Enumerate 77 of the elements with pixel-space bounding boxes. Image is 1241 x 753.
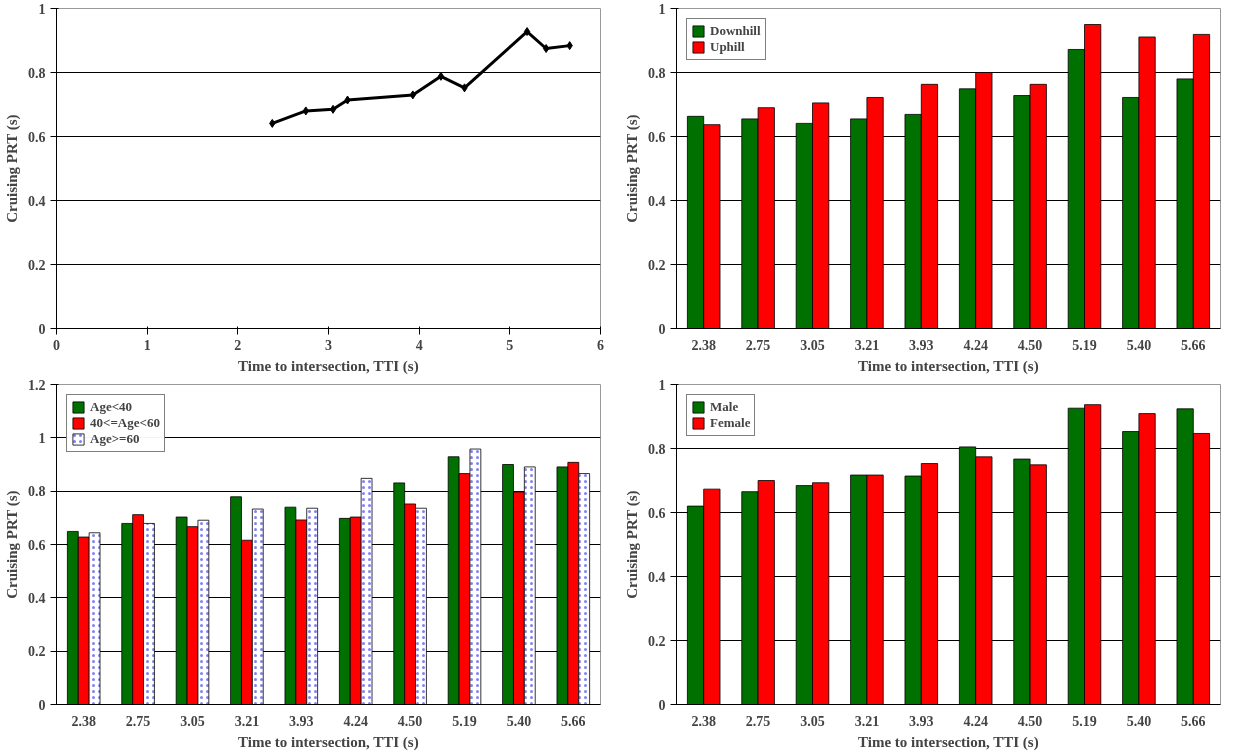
x-tick-label: 3.93 bbox=[289, 713, 314, 729]
legend-label: Downhill bbox=[710, 23, 761, 39]
y-tick-label: 1 bbox=[658, 1, 666, 17]
y-tick-label: 0.6 bbox=[28, 129, 46, 145]
y-tick-label: 0.2 bbox=[28, 644, 46, 660]
x-tick-label: 3.05 bbox=[180, 713, 205, 729]
x-tick-label: 4 bbox=[415, 337, 423, 353]
y-tick-label: 0 bbox=[38, 321, 46, 337]
y-tick-label: 0.2 bbox=[28, 257, 46, 273]
x-tick-label: 5.40 bbox=[1126, 713, 1152, 729]
x-axis-title: Time to intersection, TTI (s) bbox=[858, 733, 1039, 751]
x-tick-label: 5.66 bbox=[1181, 713, 1206, 729]
y-tick-label: 1 bbox=[38, 1, 46, 17]
y-tick-label: 0 bbox=[658, 697, 666, 713]
x-tick-label: 1 bbox=[143, 337, 151, 353]
x-tick-label: 4.50 bbox=[1017, 713, 1043, 729]
x-axis-title: Time to intersection, TTI (s) bbox=[238, 733, 419, 751]
x-tick-label: 3 bbox=[325, 337, 332, 353]
y-tick-label: 0.2 bbox=[648, 633, 666, 649]
x-tick-label: 3.93 bbox=[909, 337, 934, 353]
y-tick-label: 0.6 bbox=[28, 537, 46, 553]
y-tick-label: 0.4 bbox=[648, 193, 666, 209]
y-tick-label: 0.2 bbox=[648, 257, 666, 273]
legend-label: Age<40 bbox=[90, 399, 133, 415]
x-tick-label: 4.24 bbox=[343, 713, 368, 729]
x-tick-label: 2.75 bbox=[125, 713, 151, 729]
x-tick-label: 0 bbox=[53, 337, 60, 353]
legend-label: Female bbox=[710, 415, 751, 431]
y-tick-label: 1 bbox=[38, 430, 46, 446]
x-tick-label: 4.24 bbox=[963, 337, 988, 353]
y-tick-label: 0 bbox=[658, 321, 666, 337]
x-tick-label: 5.19 bbox=[452, 713, 477, 729]
x-axis-title: Time to intersection, TTI (s) bbox=[858, 357, 1039, 375]
x-tick-label: 6 bbox=[597, 337, 604, 353]
x-tick-label: 2.38 bbox=[71, 713, 96, 729]
x-tick-label: 3.21 bbox=[854, 713, 880, 729]
y-tick-label: 1 bbox=[658, 377, 666, 393]
y-tick-label: 0.8 bbox=[648, 441, 666, 457]
x-tick-label: 5.66 bbox=[1181, 337, 1206, 353]
y-tick-label: 0.8 bbox=[648, 65, 666, 81]
x-tick-label: 3.93 bbox=[909, 713, 934, 729]
x-tick-label: 5 bbox=[506, 337, 514, 353]
x-tick-label: 2.38 bbox=[691, 713, 716, 729]
x-tick-label: 2.75 bbox=[745, 713, 771, 729]
x-tick-label: 2.38 bbox=[691, 337, 716, 353]
y-axis-title: Cruising PRT (s) bbox=[624, 114, 641, 223]
legend-label: Male bbox=[710, 399, 739, 415]
y-tick-label: 0.6 bbox=[648, 129, 666, 145]
legend-label: 40<=Age<60 bbox=[90, 415, 160, 431]
legend-label: Age>=60 bbox=[90, 431, 140, 447]
y-axis-title: Cruising PRT (s) bbox=[4, 490, 21, 599]
y-axis-title: Cruising PRT (s) bbox=[4, 114, 21, 223]
x-tick-label: 5.40 bbox=[506, 713, 532, 729]
y-tick-label: 0.6 bbox=[648, 505, 666, 521]
y-tick-label: 0.4 bbox=[28, 193, 46, 209]
y-tick-label: 0.8 bbox=[28, 65, 46, 81]
x-tick-label: 3.05 bbox=[800, 713, 825, 729]
x-tick-label: 2.75 bbox=[745, 337, 771, 353]
x-tick-label: 2 bbox=[234, 337, 242, 353]
x-tick-label: 5.66 bbox=[561, 713, 586, 729]
y-tick-label: 0.4 bbox=[28, 590, 46, 606]
x-tick-label: 3.21 bbox=[234, 713, 260, 729]
y-tick-label: 0.4 bbox=[648, 569, 666, 585]
x-tick-label: 4.24 bbox=[963, 713, 988, 729]
x-tick-label: 5.19 bbox=[1072, 337, 1097, 353]
legend-label: Uphill bbox=[710, 39, 745, 55]
y-axis-title: Cruising PRT (s) bbox=[624, 490, 641, 599]
x-tick-label: 3.05 bbox=[800, 337, 825, 353]
x-tick-label: 4.50 bbox=[397, 713, 423, 729]
x-tick-label: 3.21 bbox=[854, 337, 880, 353]
x-tick-label: 4.50 bbox=[1017, 337, 1043, 353]
x-tick-label: 5.40 bbox=[1126, 337, 1152, 353]
y-tick-label: 1.2 bbox=[28, 377, 46, 393]
y-tick-label: 0 bbox=[38, 697, 46, 713]
x-axis-title: Time to intersection, TTI (s) bbox=[238, 357, 419, 375]
x-tick-label: 5.19 bbox=[1072, 713, 1097, 729]
y-tick-label: 0.8 bbox=[28, 484, 46, 500]
